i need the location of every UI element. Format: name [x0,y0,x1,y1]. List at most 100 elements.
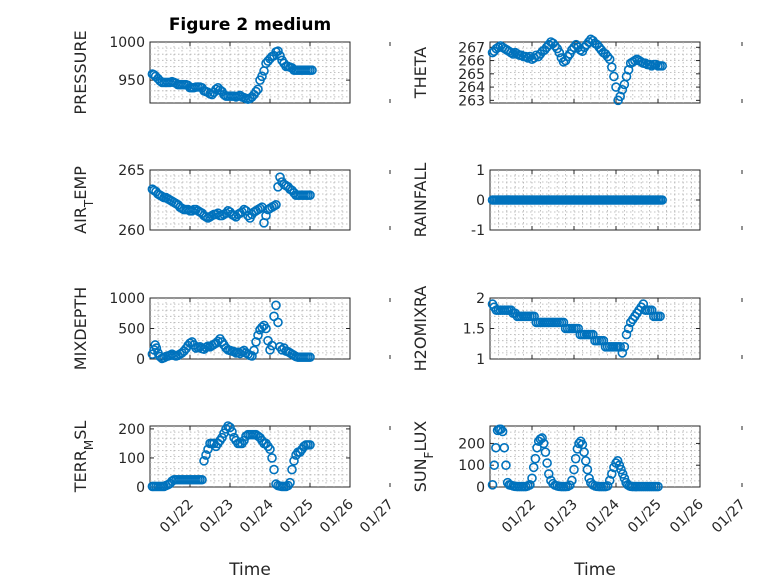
data-point [564,480,575,491]
data-point [538,438,549,449]
data-point [606,469,617,479]
data-point [580,456,591,466]
data-point [530,453,541,464]
y-tick-label: -1 [471,223,485,239]
subplot-mixdepth: 0 500 1000 MIXDEPTH [71,287,391,370]
y-tick-label: 0 [476,193,485,209]
y-axis-label: TERRMSL [71,421,96,494]
subplot-rainfall: -1 0 1 RAINFALL [411,163,743,239]
data-point [609,71,619,82]
data-point [612,456,623,466]
y-tick-label: 100 [458,458,485,474]
data-point [261,323,271,334]
data-point [616,464,626,475]
y-tick-label: 267 [458,40,485,56]
data-point [619,341,630,352]
figure-title: Figure 2 medium [169,15,331,35]
data-point [273,317,283,328]
data-point [554,47,565,58]
data-point [602,51,613,62]
data-point [543,469,554,479]
x-tick-label: 01/24 [583,496,623,536]
data-point [265,444,275,455]
y-tick-label: 0 [136,480,145,496]
data-point [621,329,632,340]
data-series [487,34,668,106]
y-tick-label: 265 [118,163,145,179]
grid [150,170,350,230]
data-point [305,190,315,200]
y-tick-label: 2 [476,291,485,307]
y-tick-label: 1 [476,163,485,179]
data-point [617,348,628,358]
data-point [197,474,207,485]
data-point [305,352,315,362]
data-series [487,195,668,205]
data-point [253,330,263,341]
y-axis-label: MIXDEPTH [71,287,90,370]
grid [150,42,350,103]
data-point [497,426,508,437]
x-tick-label: 01/22 [157,497,197,537]
data-point [261,210,271,221]
data-point [275,172,285,182]
y-tick-label: 200 [118,422,145,438]
data-point [543,39,554,50]
x-tick-label: 01/23 [197,497,237,537]
data-point [499,442,510,453]
data-point [623,323,634,334]
data-point [247,351,257,361]
y-axis-label: PRESSURE [71,30,90,114]
data-point [199,456,209,466]
data-point [201,450,211,460]
data-point [285,477,295,488]
data-series [147,46,317,104]
y-tick-label: 0 [476,480,485,496]
x-axis-label: Time [573,560,616,580]
data-point [570,453,581,464]
x-tick-label: 01/23 [541,497,581,537]
data-point [271,200,281,210]
data-point [227,427,237,437]
data-point [305,440,315,450]
y-axis-label: SUNFLUX [411,421,436,493]
data-point [251,86,261,97]
data-point [582,464,593,475]
x-tick-label: 01/26 [317,496,357,536]
y-axis-label: THETA [411,47,430,99]
x-tick-label: 01/25 [625,497,665,537]
data-series [487,299,665,358]
data-series [487,424,663,492]
y-tick-label: 264 [458,80,485,96]
data-point [496,424,506,435]
data-point [257,71,267,82]
data-point [249,345,259,356]
data-point [653,481,663,492]
data-point [621,71,632,82]
y-tick-label: 1.5 [463,322,485,338]
data-point [550,41,560,51]
data-point [287,464,297,475]
data-series [147,172,315,228]
data-point [583,37,594,47]
x-axis-label: Time [228,560,271,580]
y-tick-label: 100 [118,451,145,467]
x-tick-label: 01/22 [499,497,539,537]
y-tick-label: 1000 [109,35,145,51]
data-point [271,300,281,311]
y-axis-label: AIRTEMP [71,166,96,234]
data-point [604,475,615,486]
y-tick-label: 266 [458,54,485,70]
y-tick-label: 950 [118,73,145,89]
data-point [615,91,626,102]
data-point [257,322,267,333]
data-point [289,456,299,466]
data-point [501,460,511,471]
data-point [617,469,628,479]
x-tick-label: 01/24 [237,496,277,536]
y-tick-label: 1000 [109,291,145,307]
data-point [606,62,617,72]
subplot-air-temp: 260 265 AIRTEMP [71,163,391,239]
